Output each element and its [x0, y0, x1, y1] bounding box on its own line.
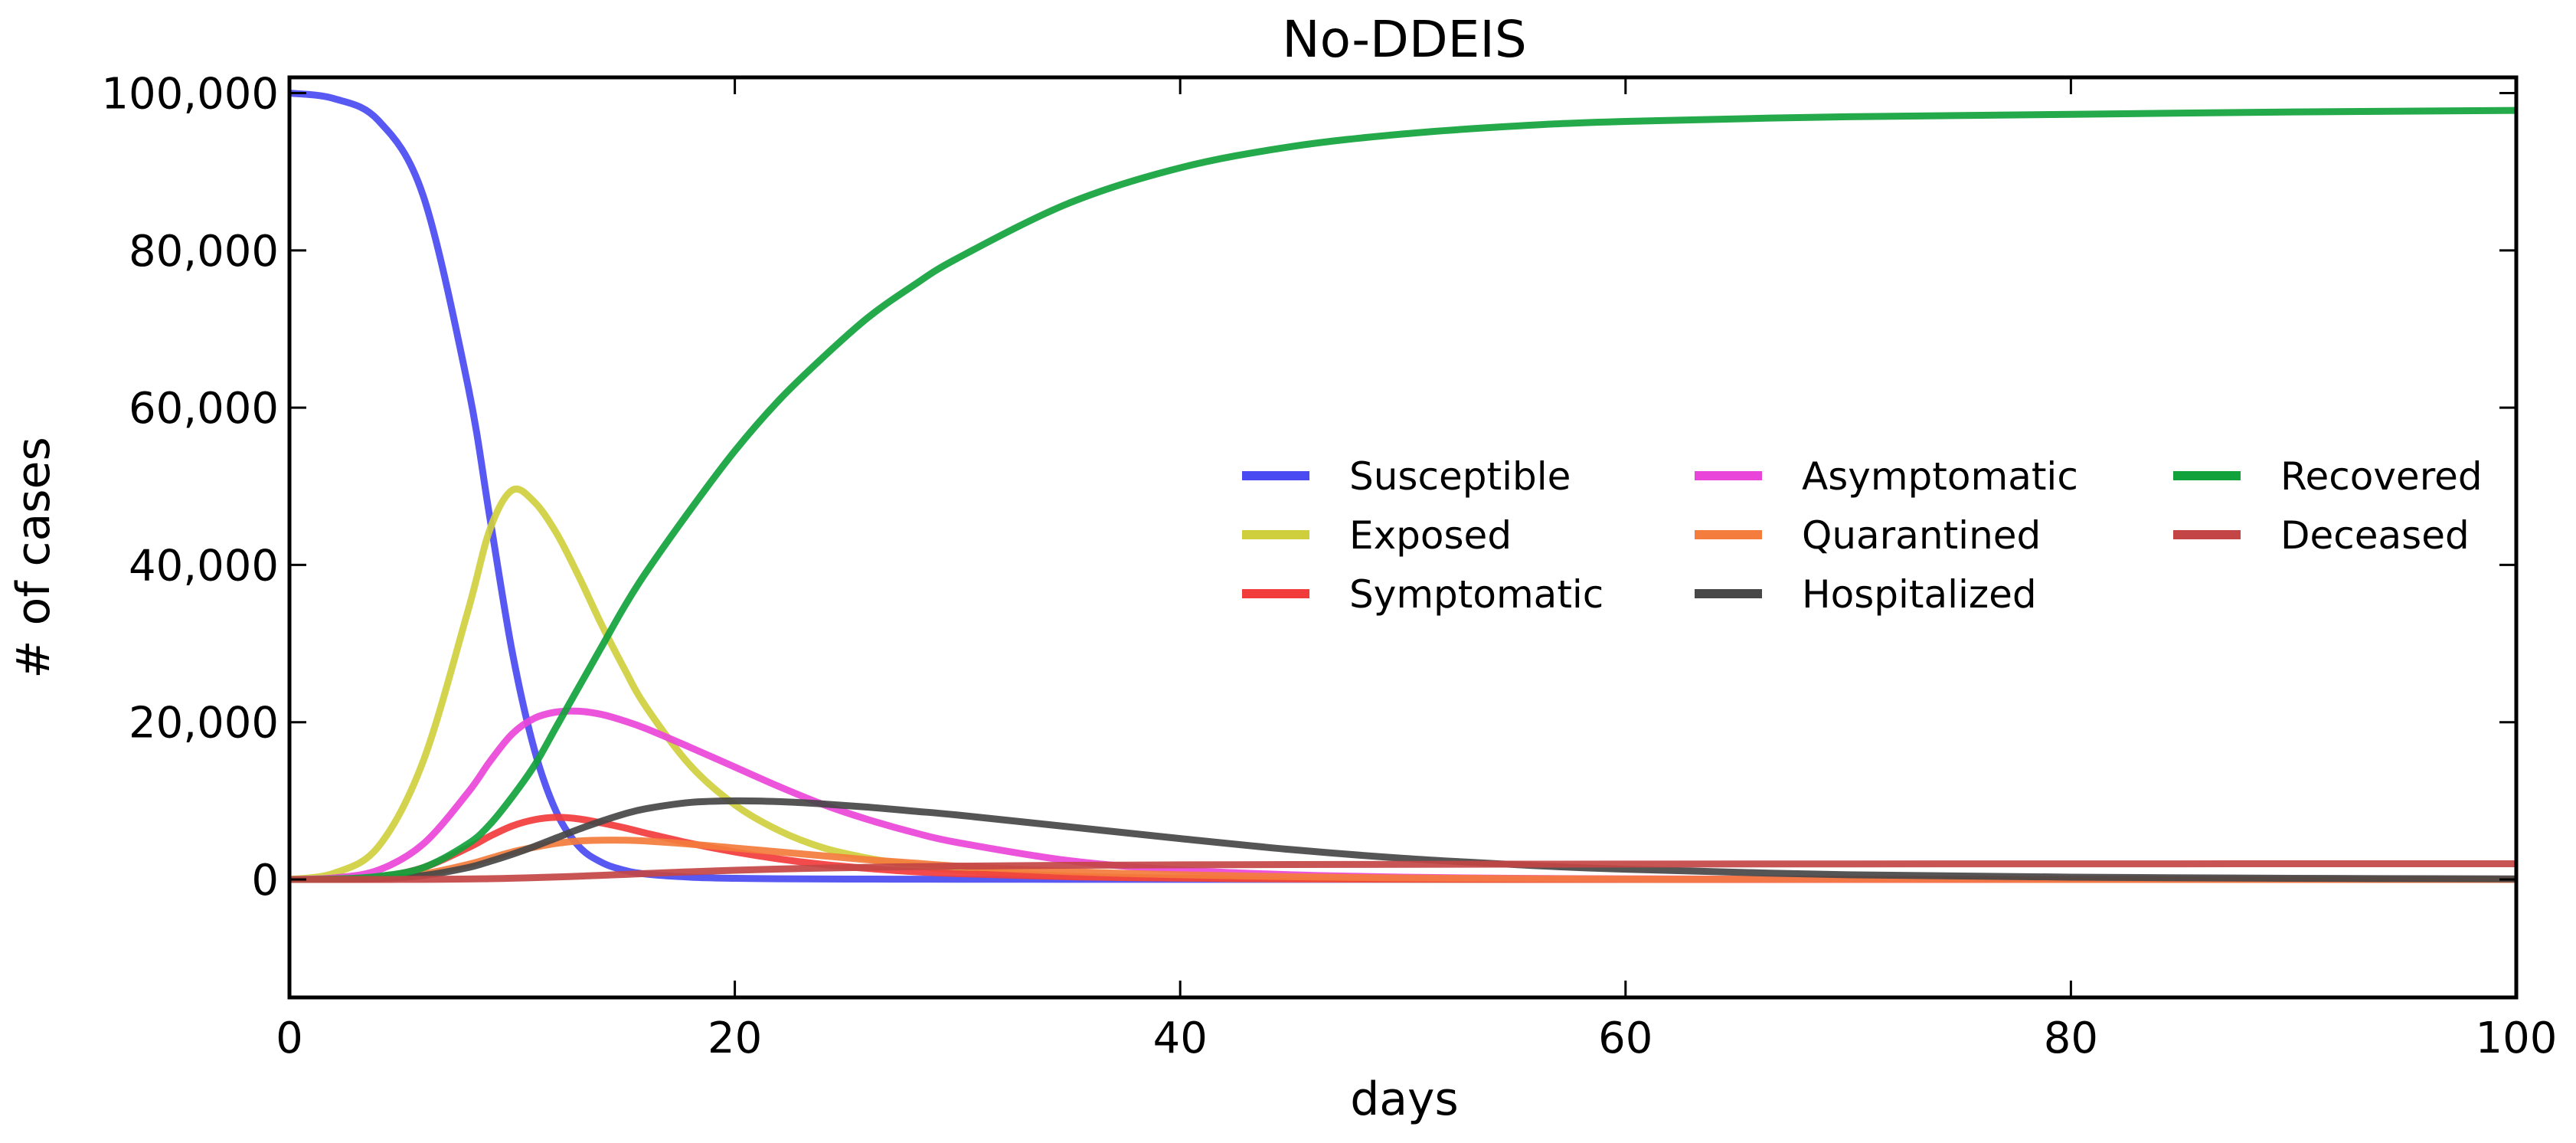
y-tick-label: 80,000 — [129, 227, 279, 277]
legend-item-symptomatic: Symptomatic — [1242, 572, 1603, 617]
legend-label: Susceptible — [1349, 454, 1571, 499]
legend-label: Hospitalized — [1802, 572, 2037, 617]
legend-label: Asymptomatic — [1802, 454, 2078, 499]
series-line-recovered — [289, 106, 2516, 883]
legend-item-susceptible: Susceptible — [1242, 454, 1571, 499]
legend-label: Quarantined — [1802, 513, 2041, 558]
legend: Susceptible Exposed Symptomatic Asymptomati… — [1242, 454, 2483, 617]
series-line-deceased — [289, 860, 2516, 883]
legend-label: Symptomatic — [1349, 572, 1603, 617]
axis-ticks: 0 20 40 60 80 100 0 20,000 40,000 60,000 80,000 100… — [101, 70, 2557, 1063]
y-tick-label: 40,000 — [129, 541, 279, 591]
chart-title: No-DDEIS — [1282, 10, 1527, 69]
y-tick-label: 60,000 — [129, 384, 279, 434]
y-tick-label: 100,000 — [101, 70, 279, 120]
legend-item-deceased: Deceased — [2173, 513, 2470, 558]
x-tick-label: 0 — [276, 1014, 303, 1063]
series-line-hospitalized — [289, 797, 2516, 883]
legend-item-hospitalized: Hospitalized — [1695, 572, 2037, 617]
x-axis-label: days — [1350, 1073, 1459, 1126]
legend-label: Deceased — [2280, 513, 2470, 558]
x-tick-label: 60 — [1598, 1014, 1652, 1063]
legend-item-recovered: Recovered — [2173, 454, 2483, 499]
x-tick-label: 20 — [708, 1014, 762, 1063]
legend-item-asymptomatic: Asymptomatic — [1695, 454, 2078, 499]
series-lines — [289, 90, 2516, 883]
x-tick-label: 40 — [1153, 1014, 1208, 1063]
legend-item-quarantined: Quarantined — [1695, 513, 2041, 558]
plot-frame — [287, 75, 2519, 1000]
y-tick-label: 20,000 — [129, 699, 279, 748]
legend-label: Exposed — [1349, 513, 1512, 558]
series-line-asymptomatic — [289, 707, 2516, 883]
x-tick-label: 100 — [2476, 1014, 2558, 1063]
y-tick-label: 0 — [251, 856, 279, 906]
x-tick-label: 80 — [2044, 1014, 2098, 1063]
legend-item-exposed: Exposed — [1242, 513, 1512, 558]
legend-label: Recovered — [2280, 454, 2483, 499]
y-axis-label: # of cases — [7, 437, 60, 678]
